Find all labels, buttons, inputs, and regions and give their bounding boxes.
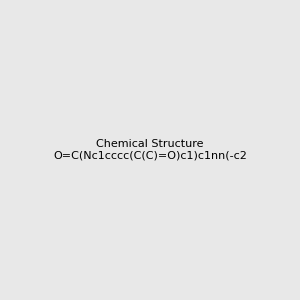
Text: Chemical Structure
O=C(Nc1cccc(C(C)=O)c1)c1nn(-c2: Chemical Structure O=C(Nc1cccc(C(C)=O)c1… <box>53 139 247 161</box>
